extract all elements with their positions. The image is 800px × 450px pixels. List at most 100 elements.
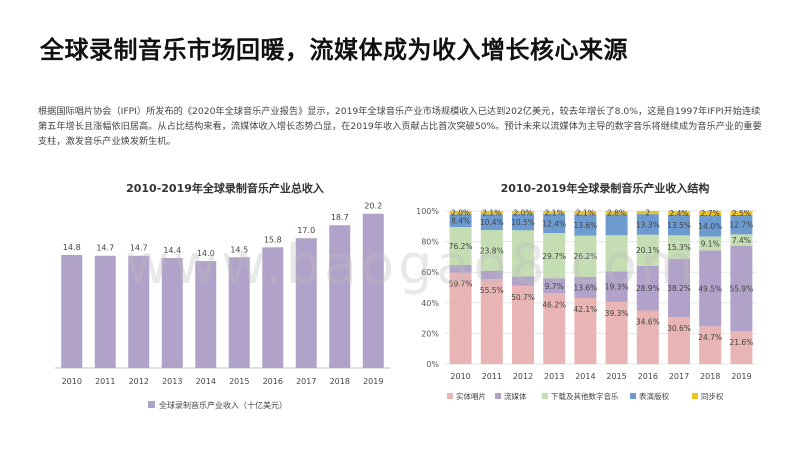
stack-label-2013-2: 29.7% — [542, 252, 566, 261]
structure-chart-title: 2010-2019年全球录制音乐产业收入结构 — [500, 182, 710, 195]
stack-segment-2015-3 — [605, 214, 628, 236]
stack-segment-2010-2 — [449, 227, 472, 266]
stack-label-2016-0: 34.6% — [636, 317, 660, 326]
x-tick-label-2018: 2018 — [330, 377, 350, 386]
y-tick-label-3: 60% — [421, 268, 439, 277]
y-tick-label-0: 0% — [426, 360, 439, 369]
stack-segment-2017-0 — [668, 317, 690, 364]
data-label-2010: 14.8 — [63, 243, 81, 252]
stack-label-2012-0: 50.7% — [511, 293, 535, 302]
stack-segment-2010-4 — [449, 211, 472, 215]
stack-segment-2011-3 — [480, 214, 503, 231]
stack-label-2018-2: 9.1% — [701, 240, 720, 249]
stack-segment-2017-4 — [668, 211, 690, 215]
stack-segment-2012-0 — [512, 285, 534, 364]
legend-label-1: 流媒体 — [504, 391, 527, 401]
stack-label-2016-2: 20.1% — [636, 246, 660, 255]
x-tick-label-2010: 2010 — [450, 372, 470, 381]
data-label-2018: 18.7 — [331, 213, 349, 222]
stack-segment-2012-3 — [512, 214, 534, 231]
bar-2015 — [228, 257, 250, 368]
data-label-2017: 17.0 — [297, 226, 315, 235]
data-label-2011: 14.7 — [96, 244, 114, 253]
stack-label-2010-2: 76.2% — [449, 242, 473, 251]
stack-segment-2013-0 — [543, 293, 566, 364]
y-tick-label-5: 100% — [416, 207, 439, 216]
description-paragraph: 根据国际唱片协会（IFPI）所发布的《2020年全球音乐产业报告》显示，2019… — [38, 106, 762, 147]
bar-2012 — [128, 255, 150, 368]
stack-segment-2019-3 — [730, 214, 753, 235]
stack-segment-2014-0 — [574, 298, 597, 364]
stack-label-2014-4: 2.1% — [576, 209, 595, 218]
stack-segment-2014-4 — [574, 211, 597, 215]
bar-2010 — [61, 254, 83, 368]
stack-segment-2011-2 — [480, 230, 503, 271]
legend-label-4: 同步权 — [701, 391, 724, 401]
data-label-2014: 14.0 — [197, 249, 215, 258]
stack-segment-2010-0 — [449, 272, 472, 364]
stack-segment-2014-3 — [574, 214, 597, 236]
stack-segment-2018-1 — [699, 250, 722, 327]
x-tick-label-2017: 2017 — [669, 372, 689, 381]
legend-label-2: 下载及其他数字音乐 — [551, 391, 619, 401]
y-tick-label-1: 20% — [421, 329, 439, 338]
stack-label-2019-4: 2.5% — [732, 209, 751, 218]
stack-label-2015-1: 19.3% — [605, 283, 629, 292]
stack-segment-2015-0 — [605, 301, 628, 364]
stack-segment-2013-2 — [543, 233, 566, 279]
stack-segment-2012-2 — [512, 230, 534, 277]
stack-segment-2016-4 — [636, 211, 659, 215]
stack-label-2011-4: 2.1% — [482, 209, 501, 218]
stack-segment-2012-1 — [512, 276, 534, 286]
stack-label-2016-3: 13.3% — [636, 220, 660, 229]
stack-segment-2018-4 — [699, 211, 722, 216]
bar-2011 — [94, 255, 116, 368]
data-label-2016: 15.8 — [264, 235, 282, 244]
bar-2016 — [262, 247, 284, 368]
legend-swatch-1 — [495, 393, 501, 399]
stack-label-2015-0: 39.3% — [605, 309, 629, 318]
legend-label-3: 表演版权 — [639, 391, 669, 401]
legend-swatch-3 — [630, 393, 636, 399]
x-tick-label-2017: 2017 — [296, 377, 316, 386]
x-tick-label-2013: 2013 — [544, 372, 564, 381]
stack-segment-2015-1 — [605, 271, 628, 302]
x-tick-label-2011: 2011 — [482, 372, 502, 381]
bar-2013 — [161, 258, 183, 368]
stack-label-2017-3: 13.5% — [667, 221, 691, 230]
stack-segment-2018-2 — [699, 236, 722, 251]
bar-2017 — [295, 238, 317, 368]
data-label-2019: 20.2 — [364, 202, 382, 211]
stack-segment-2013-1 — [543, 278, 566, 294]
stack-label-2015-4: 2.8% — [607, 209, 626, 218]
stack-label-2017-0: 30.6% — [667, 324, 691, 333]
stack-label-2012-4: 2.0% — [513, 209, 532, 218]
x-tick-label-2010: 2010 — [62, 377, 82, 386]
stack-segment-2019-4 — [730, 211, 753, 215]
x-tick-label-2012: 2012 — [129, 377, 149, 386]
stack-label-2019-2: 7.4% — [732, 236, 751, 245]
data-label-2013: 14.4 — [163, 246, 181, 255]
stack-segment-2011-0 — [480, 279, 503, 364]
y-tick-label-4: 80% — [421, 238, 439, 247]
stack-label-2011-3: 10.4% — [480, 218, 504, 227]
stack-segment-2010-3 — [449, 214, 472, 228]
revenue-chart-title: 2010-2019年全球录制音乐产业总收入 — [126, 182, 324, 195]
data-label-2015: 14.5 — [230, 245, 248, 254]
stack-label-2014-0: 42.1% — [573, 305, 597, 314]
stack-label-2014-2: 26.2% — [573, 252, 597, 261]
x-tick-label-2015: 2015 — [229, 377, 249, 386]
bar-2018 — [329, 225, 351, 368]
stack-segment-2010-1 — [449, 265, 472, 273]
stack-segment-2017-3 — [668, 214, 690, 236]
stack-segment-2014-1 — [574, 276, 597, 299]
x-tick-label-2016: 2016 — [638, 372, 658, 381]
stack-segment-2016-1 — [636, 265, 659, 311]
x-tick-label-2014: 2014 — [575, 372, 595, 381]
legend-label-0: 实体唱片 — [456, 391, 486, 401]
stack-segment-2013-4 — [543, 211, 566, 215]
stack-label-2013-0: 46.2% — [542, 300, 566, 309]
stack-segment-2018-0 — [699, 326, 722, 364]
stack-label-2013-1: 9.7% — [545, 282, 564, 291]
legend-swatch-0 — [447, 393, 453, 399]
